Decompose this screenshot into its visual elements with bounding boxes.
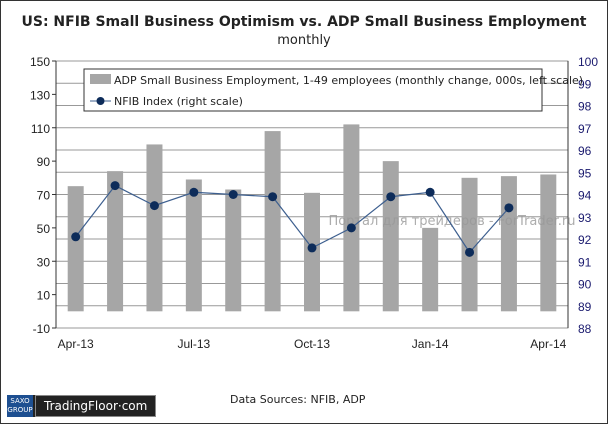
right-tick-label: 90 xyxy=(578,278,592,292)
legend-box xyxy=(83,68,543,112)
bar-Aug-13 xyxy=(225,189,242,312)
bar-Nov-13 xyxy=(343,124,360,312)
bar-Dec-13 xyxy=(382,161,399,312)
legend-line-label: NFIB Index (right scale) xyxy=(114,95,243,108)
chart-title: US: NFIB Small Business Optimism vs. ADP… xyxy=(21,14,587,30)
left-tick-label: 10 xyxy=(37,289,51,303)
nfib-point-Dec-13 xyxy=(386,192,396,202)
watermark: Портал для трейдеров - ForTrader.ru xyxy=(328,214,575,229)
right-tick-label: 93 xyxy=(578,211,592,225)
legend-marker xyxy=(96,97,105,105)
nfib-point-May-13 xyxy=(110,181,120,191)
x-tick-label: Jul-13 xyxy=(178,337,211,351)
nfib-point-Jun-13 xyxy=(149,201,159,211)
left-tick-label: -10 xyxy=(33,322,51,336)
right-tick-label: 92 xyxy=(578,233,592,247)
right-tick-label: 95 xyxy=(578,166,592,180)
chart-subtitle: monthly xyxy=(277,33,331,48)
x-tick-label: Apr-14 xyxy=(530,337,566,351)
left-tick-label: 110 xyxy=(31,122,50,136)
right-tick-label: 91 xyxy=(578,255,592,269)
bar-Mar-14 xyxy=(500,176,517,312)
nfib-line xyxy=(75,184,510,254)
nfib-point-Jul-13 xyxy=(189,187,199,197)
legend-bar-swatch xyxy=(90,74,111,84)
left-tick-label: 50 xyxy=(37,222,51,236)
tradingfloor-logo: SAXO GROUP TradingFloor·com xyxy=(7,395,157,417)
nfib-point-Jan-14 xyxy=(425,187,435,197)
bar-Feb-14 xyxy=(461,177,478,312)
data-source: Data Sources: NFIB, ADP xyxy=(230,393,366,406)
bar-Apr-14 xyxy=(540,174,557,312)
right-tick-label: 94 xyxy=(578,189,592,203)
chart-svg: 88 89 90 91 92 93 94 95 96 97 98 99 100 -10 10 30 50 70 90… xyxy=(30,55,598,351)
x-tick-label: Jan-14 xyxy=(412,337,449,351)
nfib-point-Aug-13 xyxy=(228,190,238,199)
right-tick-label: 99 xyxy=(578,77,592,91)
right-tick-label: 88 xyxy=(578,322,592,336)
saxo-logo: SAXO GROUP xyxy=(7,395,33,417)
right-tick-label: 100 xyxy=(578,55,598,69)
left-tick-label: 130 xyxy=(30,88,50,102)
left-tick-label: 150 xyxy=(30,55,50,69)
bar-Jun-13 xyxy=(146,144,163,312)
nfib-point-Mar-14 xyxy=(504,203,514,213)
bar-Sep-13 xyxy=(264,131,281,312)
right-tick-label: 89 xyxy=(578,300,592,314)
left-tick-label: 70 xyxy=(37,189,51,203)
bar-Jan-14 xyxy=(422,227,439,312)
right-tick-label: 96 xyxy=(578,144,592,158)
nfib-point-Apr-13 xyxy=(71,232,81,242)
bar-Apr-13 xyxy=(67,186,84,312)
nfib-point-Feb-14 xyxy=(465,247,475,257)
bar-May-13 xyxy=(107,171,124,312)
legend-bar-label: ADP Small Business Employment, 1-49 empl… xyxy=(114,74,583,87)
right-tick-label: 97 xyxy=(578,122,592,136)
tradingfloor-brand: TradingFloor·com xyxy=(35,395,157,417)
nfib-point-Nov-13 xyxy=(346,223,356,233)
left-tick-label: 90 xyxy=(37,155,51,169)
right-tick-label: 98 xyxy=(578,100,592,114)
nfib-point-Oct-13 xyxy=(307,243,317,253)
x-tick-label: Apr-13 xyxy=(58,337,94,351)
x-tick-label: Oct-13 xyxy=(294,337,330,351)
nfib-point-Sep-13 xyxy=(268,192,278,202)
bar-Jul-13 xyxy=(185,179,202,312)
left-tick-label: 30 xyxy=(37,255,51,269)
